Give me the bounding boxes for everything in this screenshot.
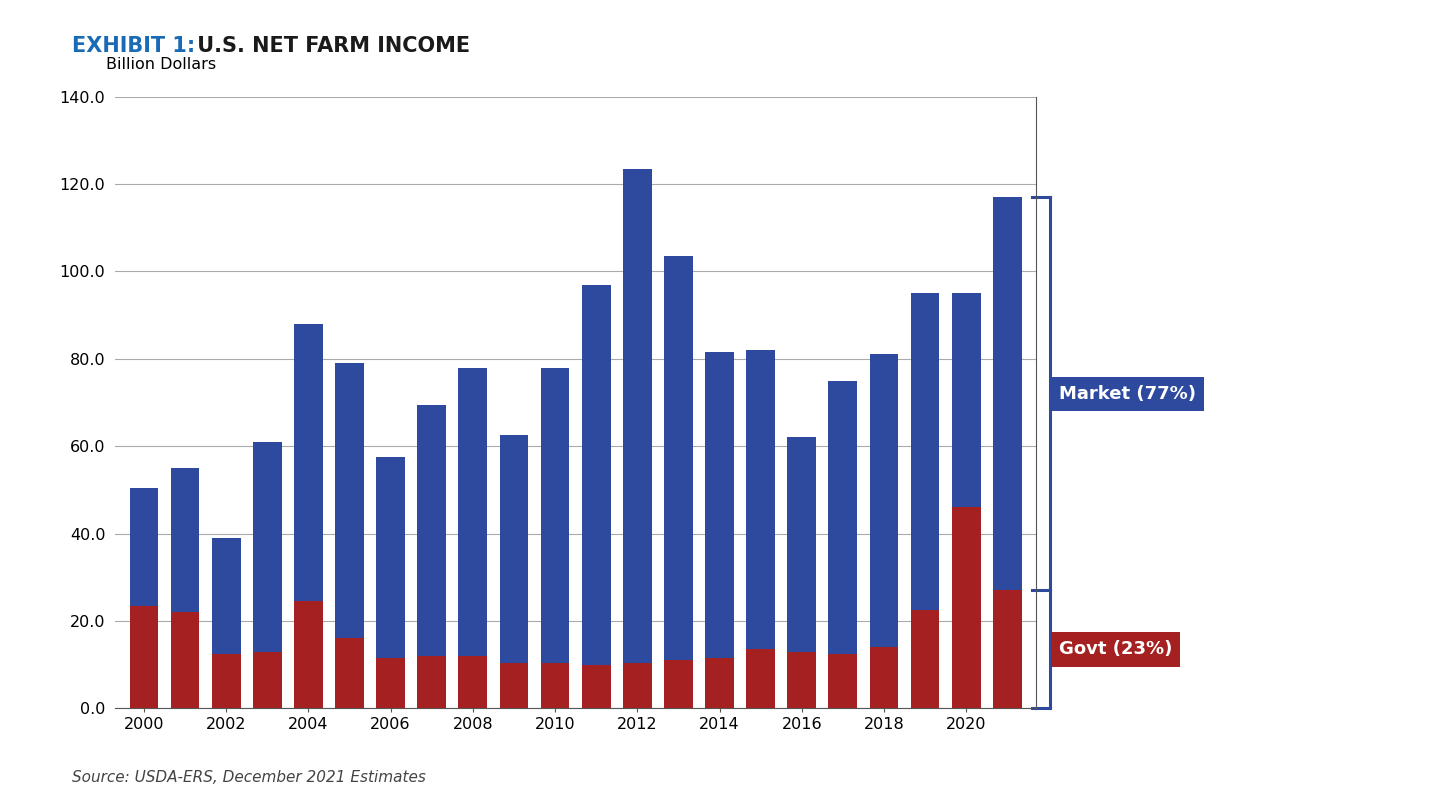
Bar xyxy=(130,605,158,708)
Bar xyxy=(829,381,858,654)
Text: EXHIBIT 1:: EXHIBIT 1: xyxy=(72,36,196,56)
Bar xyxy=(459,656,488,708)
Bar xyxy=(911,293,940,610)
Bar xyxy=(335,638,364,708)
Text: Govt (23%): Govt (23%) xyxy=(1059,641,1173,658)
Bar xyxy=(335,363,364,638)
Text: U.S. NET FARM INCOME: U.S. NET FARM INCOME xyxy=(190,36,471,56)
Bar xyxy=(212,654,240,708)
Bar xyxy=(376,457,404,658)
Bar xyxy=(911,610,940,708)
Bar xyxy=(951,293,980,507)
Bar xyxy=(747,350,776,650)
Bar xyxy=(829,654,858,708)
Bar xyxy=(499,663,528,708)
Bar xyxy=(869,647,898,708)
Bar xyxy=(541,663,570,708)
Bar xyxy=(623,169,652,663)
Bar xyxy=(581,284,610,665)
Bar xyxy=(417,656,446,708)
Bar xyxy=(787,437,816,651)
Bar xyxy=(376,658,404,708)
Bar xyxy=(541,368,570,663)
Bar xyxy=(663,660,692,708)
Bar xyxy=(417,405,446,656)
Bar xyxy=(663,256,692,660)
Bar xyxy=(993,197,1022,590)
Text: Billion Dollars: Billion Dollars xyxy=(106,57,216,72)
Bar xyxy=(581,665,610,708)
Bar xyxy=(747,650,776,708)
Bar xyxy=(253,651,282,708)
Bar xyxy=(951,507,980,708)
Bar xyxy=(705,658,734,708)
Bar xyxy=(787,651,816,708)
Text: Source: USDA-ERS, December 2021 Estimates: Source: USDA-ERS, December 2021 Estimate… xyxy=(72,770,426,785)
Bar xyxy=(294,601,322,708)
Bar xyxy=(459,368,488,656)
Text: Market (77%): Market (77%) xyxy=(1059,385,1196,402)
Bar xyxy=(171,613,200,708)
Bar xyxy=(869,354,898,647)
Bar xyxy=(705,353,734,658)
Bar xyxy=(623,663,652,708)
Bar xyxy=(171,468,200,613)
Bar xyxy=(993,590,1022,708)
Bar xyxy=(212,538,240,654)
Bar xyxy=(253,442,282,651)
Bar xyxy=(294,324,322,601)
Bar xyxy=(499,436,528,663)
Bar xyxy=(130,488,158,605)
